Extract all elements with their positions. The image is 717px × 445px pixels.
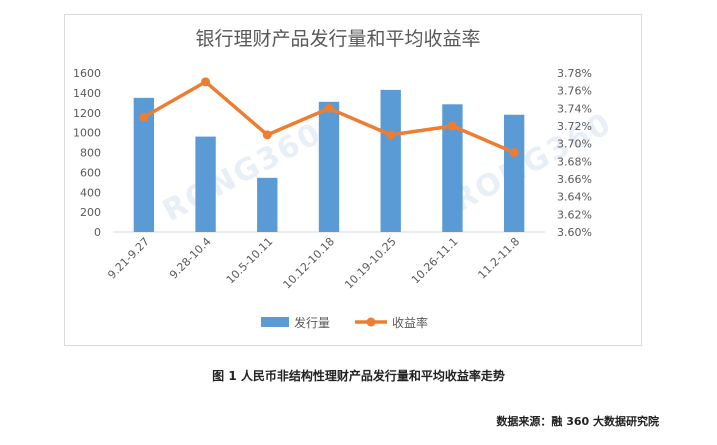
category-label: 10.19-10.25 bbox=[342, 235, 399, 292]
category-label: 9.21-9.27 bbox=[105, 235, 152, 282]
category-label: 10.5-10.11 bbox=[224, 235, 276, 287]
bar bbox=[503, 114, 525, 232]
left-axis-tick: 400 bbox=[80, 186, 101, 199]
legend-line-marker bbox=[366, 317, 376, 327]
bar bbox=[318, 101, 340, 232]
bar bbox=[380, 89, 401, 232]
legend-bar-label: 发行量 bbox=[294, 315, 330, 330]
figure-caption: 图 1 人民币非结构性理财产品发行量和平均收益率走势 bbox=[212, 369, 505, 383]
right-axis-tick: 3.64% bbox=[557, 191, 592, 204]
bar-line-chart: 银行理财产品发行量和平均收益率 0 200 400 600 800 1000 1200 1400… bbox=[73, 28, 592, 330]
left-axis-tick: 0 bbox=[94, 226, 101, 239]
line-point bbox=[509, 148, 519, 157]
right-axis-tick: 3.74% bbox=[557, 102, 592, 115]
line-point bbox=[386, 130, 396, 140]
right-axis-tick: 3.62% bbox=[557, 208, 592, 221]
category-label: 10.26-11.1 bbox=[409, 235, 461, 287]
left-axis-tick: 1200 bbox=[73, 107, 101, 120]
left-axis-tick: 200 bbox=[80, 206, 101, 219]
bar bbox=[195, 136, 216, 232]
left-axis-tick: 1600 bbox=[73, 67, 101, 80]
legend-bar-swatch bbox=[261, 317, 289, 327]
left-axis-tick: 1000 bbox=[73, 127, 101, 140]
right-axis-tick: 3.78% bbox=[557, 67, 592, 80]
left-axis-tick: 800 bbox=[80, 147, 101, 160]
right-axis-tick: 3.60% bbox=[557, 226, 592, 239]
left-axis-tick: 1400 bbox=[73, 87, 101, 100]
category-label: 9.28-10.4 bbox=[167, 235, 214, 282]
chart-container: RONG360 RONG360 银行理财产品发行量和平均收益率 0 200 400 60… bbox=[64, 14, 642, 346]
line-point bbox=[324, 103, 334, 113]
line-point bbox=[201, 77, 211, 87]
data-source: 数据来源：融 360 大数据研究院 bbox=[496, 415, 659, 428]
right-axis-tick: 3.72% bbox=[557, 120, 592, 133]
right-axis-tick: 3.70% bbox=[557, 138, 592, 151]
category-label: 10.12-10.18 bbox=[281, 235, 338, 292]
right-axis-tick: 3.68% bbox=[557, 155, 592, 168]
bar bbox=[442, 104, 463, 232]
chart-title: 银行理财产品发行量和平均收益率 bbox=[195, 28, 480, 50]
bar bbox=[257, 177, 278, 232]
legend-line-label: 收益率 bbox=[392, 315, 428, 330]
category-label: 11.2-11.8 bbox=[476, 235, 523, 282]
line-point bbox=[447, 121, 457, 131]
right-axis-tick: 3.66% bbox=[557, 173, 592, 186]
bar bbox=[133, 97, 155, 232]
right-axis-tick: 3.76% bbox=[557, 85, 592, 98]
left-axis-tick: 600 bbox=[80, 166, 101, 179]
line-point bbox=[262, 130, 272, 140]
line-point bbox=[139, 112, 149, 122]
